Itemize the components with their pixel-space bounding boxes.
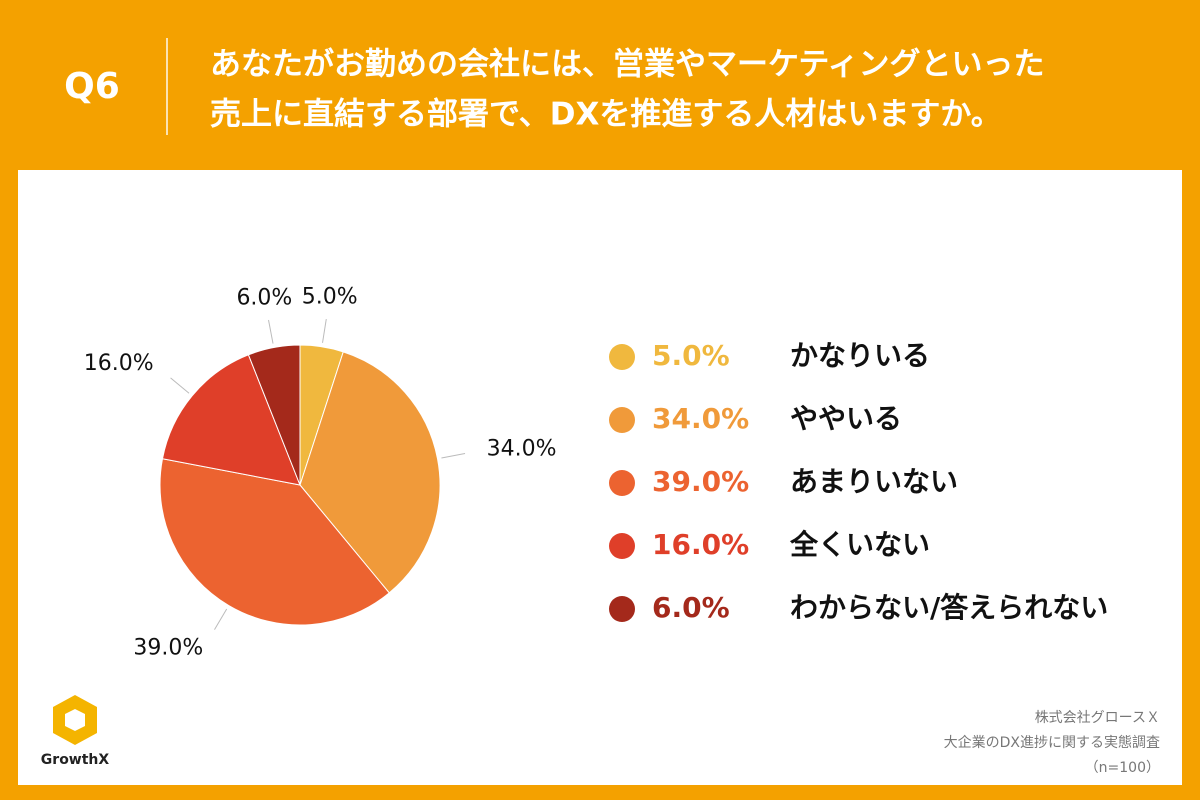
title-line: あなたがお勤めの会社には、営業やマーケティングといった xyxy=(210,47,1045,83)
logo: GrowthX xyxy=(41,695,110,768)
legend-label: 全くいない xyxy=(789,528,930,561)
question-label: Q6 xyxy=(64,66,120,107)
footer-note: （n=100） xyxy=(1085,760,1160,776)
legend-value: 6.0% xyxy=(652,591,730,624)
legend-value: 39.0% xyxy=(652,465,749,498)
legend-swatch xyxy=(609,596,635,622)
pie-slice xyxy=(159,458,390,626)
pie-slice xyxy=(161,354,301,486)
legend-swatch xyxy=(609,344,635,370)
legend-label: ややいる xyxy=(790,402,902,435)
slice-label: 39.0% xyxy=(133,636,203,661)
logo-hole xyxy=(65,709,85,731)
legend-label: あまりいない xyxy=(790,465,958,498)
leader-line xyxy=(268,319,274,344)
pie-slice xyxy=(247,344,301,486)
footer-note: 株式会社グロースＸ xyxy=(1035,710,1160,726)
legend-value: 16.0% xyxy=(652,528,749,561)
slice-label: 6.0% xyxy=(236,285,292,310)
legend-swatch xyxy=(609,533,635,559)
slice-label: 16.0% xyxy=(84,351,154,376)
logo-text: GrowthX xyxy=(41,752,110,768)
legend-value: 5.0% xyxy=(652,339,730,372)
leader-line xyxy=(170,377,190,394)
footer-note: 大企業のDX進捗に関する実態調査 xyxy=(944,734,1160,751)
legend-label: わからない/答えられない xyxy=(790,591,1108,624)
pie-slice xyxy=(299,351,441,594)
legend-swatch xyxy=(609,407,635,433)
slice-label: 5.0% xyxy=(302,284,358,309)
leader-line xyxy=(322,318,327,343)
legend-swatch xyxy=(609,470,635,496)
legend-label: かなりいる xyxy=(790,339,930,372)
leader-line xyxy=(441,453,466,459)
legend-value: 34.0% xyxy=(652,402,749,435)
leader-line xyxy=(214,608,228,630)
slice-label: 34.0% xyxy=(487,436,557,461)
title-line: 売上に直結する部署で、DXを推進する人材はいますか。 xyxy=(210,97,1002,133)
